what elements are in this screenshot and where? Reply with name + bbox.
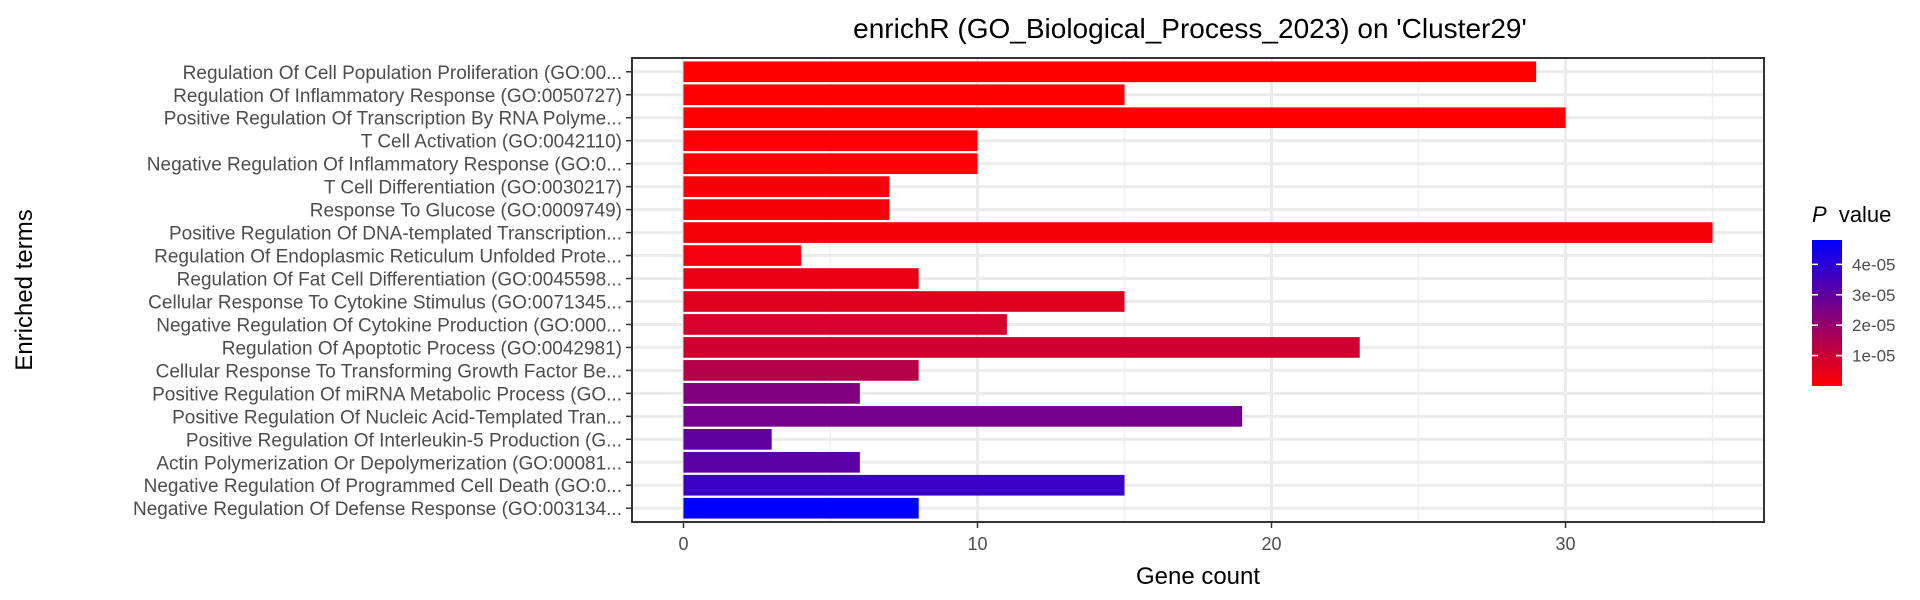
bar <box>683 268 919 289</box>
chart-title: enrichR (GO_Biological_Process_2023) on … <box>853 13 1527 44</box>
legend-colorbar <box>1812 240 1842 386</box>
y-tick-label: Positive Regulation Of Interleukin-5 Pro… <box>186 430 622 451</box>
legend-tick-label: 3e-05 <box>1852 286 1895 305</box>
bar <box>683 176 890 197</box>
x-tick-label: 20 <box>1261 534 1281 554</box>
legend-tick-label: 2e-05 <box>1852 316 1895 335</box>
y-tick-label: Negative Regulation Of Cytokine Producti… <box>156 315 622 336</box>
bar <box>683 428 772 450</box>
legend-ticks: 1e-05 2e-05 3e-05 4e-05 <box>1812 255 1895 366</box>
y-axis-title: Enriched terms <box>11 209 38 370</box>
y-tick-label: Cellular Response To Transforming Growth… <box>156 361 622 382</box>
y-tick-label: Response To Glucose (GO:0009749) <box>310 201 622 222</box>
legend-title-italic: P <box>1812 202 1827 227</box>
bar <box>683 84 1125 106</box>
bar <box>683 337 1360 358</box>
x-tick-label: 0 <box>678 534 688 554</box>
bar <box>683 199 890 220</box>
y-tick-label: Cellular Response To Cytokine Stimulus (… <box>148 292 622 313</box>
bar <box>683 314 1007 335</box>
y-tick-label: Regulation Of Endoplasmic Reticulum Unfo… <box>154 247 622 268</box>
y-tick-label: T Cell Activation (GO:0042110) <box>361 132 622 153</box>
bars-layer <box>683 61 1713 519</box>
y-tick-label: T Cell Differentiation (GO:0030217) <box>324 178 622 199</box>
x-tick-labels: 0 10 20 30 <box>678 522 1576 554</box>
y-tick-label: Actin Polymerization Or Depolymerization… <box>156 453 622 474</box>
bar <box>683 107 1566 129</box>
y-tick-label: Positive Regulation Of Nucleic Acid-Temp… <box>172 407 622 428</box>
y-tick-label: Positive Regulation Of Transcription By … <box>164 109 622 130</box>
legend-tick-label: 4e-05 <box>1852 255 1895 274</box>
y-tick-label: Regulation Of Inflammatory Response (GO:… <box>173 86 622 107</box>
y-tick-label: Positive Regulation Of DNA-templated Tra… <box>169 224 622 245</box>
legend: P value 1e-05 2e-05 3e-05 4e-05 <box>1812 202 1895 386</box>
bar <box>683 497 919 519</box>
y-tick-labels: Regulation Of Cell Population Proliferat… <box>133 63 632 520</box>
bar <box>683 153 978 174</box>
x-tick-label: 10 <box>967 534 987 554</box>
bar <box>683 61 1537 83</box>
y-tick-label: Negative Regulation Of Defense Response … <box>133 499 622 520</box>
y-tick-label: Regulation Of Apoptotic Process (GO:0042… <box>222 338 622 359</box>
legend-title: P value <box>1812 202 1891 227</box>
bar <box>683 130 978 152</box>
y-tick-label: Negative Regulation Of Inflammatory Resp… <box>147 155 622 176</box>
y-tick-label: Regulation Of Fat Cell Differentiation (… <box>177 270 622 291</box>
legend-tick-label: 1e-05 <box>1852 347 1895 366</box>
x-tick-label: 30 <box>1556 534 1576 554</box>
bar <box>683 451 860 473</box>
bar <box>683 245 802 266</box>
bar <box>683 360 919 381</box>
y-tick-label: Regulation Of Cell Population Proliferat… <box>183 63 622 84</box>
x-axis-title: Gene count <box>1136 563 1260 590</box>
panel-border <box>631 57 1765 523</box>
bar <box>683 406 1243 427</box>
legend-title-rest: value <box>1839 202 1892 227</box>
y-tick-label: Negative Regulation Of Programmed Cell D… <box>144 476 622 497</box>
bar <box>683 474 1125 496</box>
bar <box>683 383 860 404</box>
y-tick-label: Positive Regulation Of miRNA Metabolic P… <box>152 384 622 405</box>
bar <box>683 291 1125 312</box>
bar <box>683 222 1713 243</box>
